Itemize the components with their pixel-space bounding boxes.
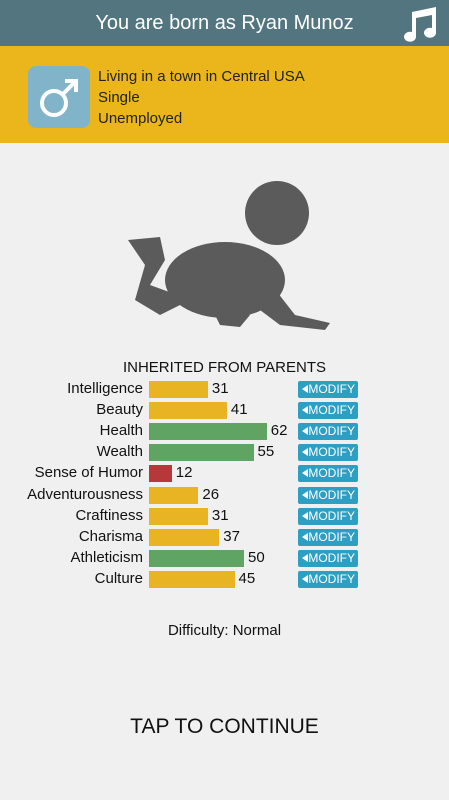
stat-bar bbox=[149, 570, 235, 588]
modify-button[interactable]: MODIFY bbox=[298, 465, 358, 483]
baby-silhouette bbox=[128, 181, 330, 330]
profile-line: Single bbox=[98, 89, 140, 106]
stat-value: 31 bbox=[211, 506, 229, 524]
stat-name: Athleticism bbox=[70, 548, 143, 566]
stat-value: 41 bbox=[230, 401, 248, 419]
header-bar bbox=[0, 0, 449, 46]
modify-button[interactable]: MODIFY bbox=[298, 486, 358, 504]
profile-line: Unemployed bbox=[98, 110, 183, 127]
stat-bar bbox=[149, 528, 220, 546]
modify-button[interactable]: MODIFY bbox=[298, 444, 358, 462]
stat-value: 31 bbox=[211, 380, 229, 397]
modify-button[interactable]: MODIFY bbox=[298, 507, 358, 525]
stat-bar bbox=[149, 486, 199, 504]
modify-button[interactable]: MODIFY bbox=[298, 402, 358, 420]
stat-bar bbox=[149, 444, 254, 462]
modify-button[interactable]: MODIFY bbox=[298, 423, 358, 441]
stat-bar bbox=[149, 381, 208, 398]
profile-lines: Living in a town in Central USA Single Une… bbox=[98, 66, 305, 129]
stat-value: 26 bbox=[202, 485, 220, 503]
stat-name: Intelligence bbox=[67, 380, 143, 397]
difficulty[interactable]: Difficulty: Normal bbox=[167, 622, 282, 639]
profile-line: Living in a town in Central USA bbox=[98, 68, 305, 85]
stat-name: Health bbox=[99, 422, 143, 440]
music-button[interactable] bbox=[400, 4, 440, 44]
stat-value: 45 bbox=[238, 569, 256, 587]
stats-title: INHERITED FROM PARENTS bbox=[122, 359, 327, 376]
stat-bar bbox=[149, 465, 172, 483]
stat-bar bbox=[149, 423, 267, 441]
stat-value: 55 bbox=[257, 443, 275, 461]
stat-name: Wealth bbox=[96, 443, 143, 461]
modify-button[interactable]: MODIFY bbox=[298, 570, 358, 588]
stat-name: Craftiness bbox=[75, 506, 143, 524]
stat-bar bbox=[149, 549, 244, 567]
continue-button[interactable]: TAP TO CONTINUE bbox=[130, 715, 319, 738]
stat-name: Charisma bbox=[78, 527, 143, 545]
modify-button[interactable]: MODIFY bbox=[298, 528, 358, 546]
stat-bar bbox=[149, 402, 227, 420]
header-title: You are born as Ryan Munoz bbox=[95, 12, 354, 34]
gender-icon bbox=[28, 66, 90, 128]
music-icon bbox=[404, 7, 436, 42]
stat-name: Beauty bbox=[96, 401, 143, 419]
stat-bar bbox=[149, 507, 208, 525]
modify-button[interactable]: MODIFY bbox=[298, 381, 358, 398]
stat-name: Adventurousness bbox=[27, 485, 143, 503]
modify-button[interactable]: MODIFY bbox=[298, 549, 358, 567]
stat-value: 62 bbox=[270, 422, 288, 440]
stat-value: 12 bbox=[175, 464, 193, 482]
stat-value: 37 bbox=[223, 527, 240, 545]
stat-value: 50 bbox=[248, 548, 265, 566]
stat-name: Culture bbox=[94, 569, 143, 587]
stat-name: Sense of Humor bbox=[34, 464, 143, 482]
